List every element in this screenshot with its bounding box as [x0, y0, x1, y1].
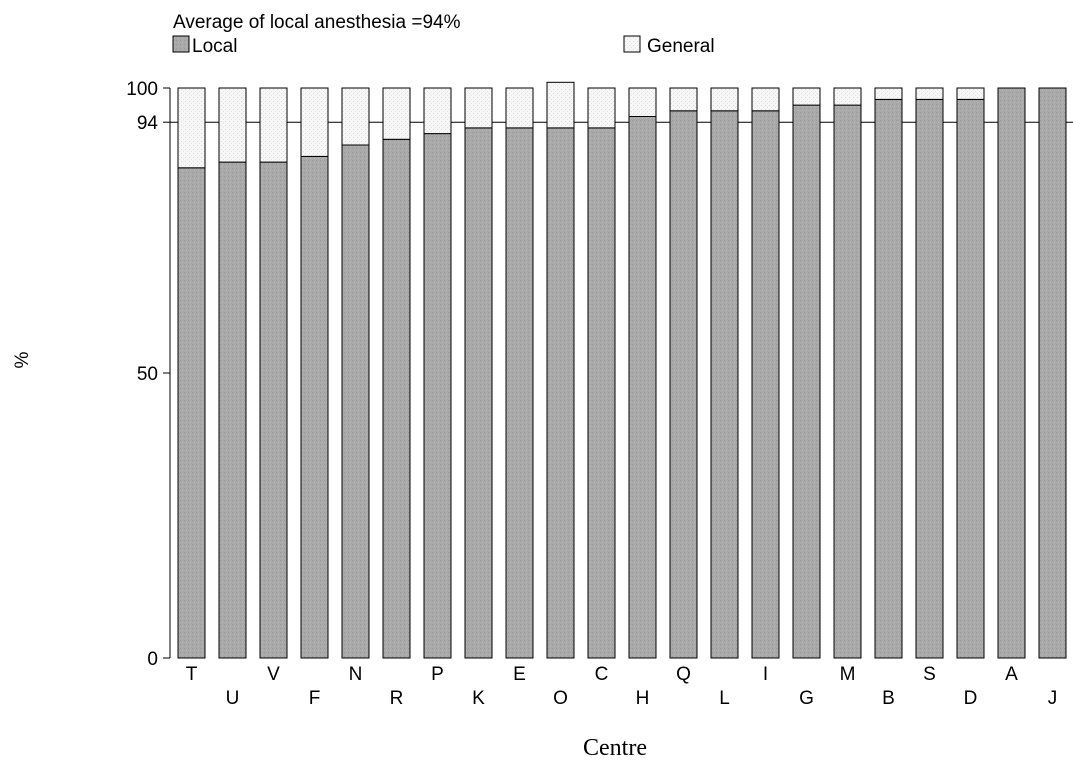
- bar-local-Q: [669, 110, 698, 659]
- bar-local-E: [505, 127, 534, 659]
- bar-local-F: [300, 155, 329, 659]
- bar-general-O: [546, 81, 575, 129]
- bar-general-C: [587, 87, 616, 129]
- bar-general-S: [915, 87, 944, 100]
- bar-general-P: [423, 87, 452, 135]
- bar-local-J: [1038, 87, 1067, 659]
- bar-local-P: [423, 133, 452, 659]
- bar-general-U: [218, 87, 247, 163]
- x-tick-label-U: U: [226, 688, 240, 709]
- x-tick-label-H: H: [636, 688, 650, 709]
- legend-label-local: Local: [192, 36, 237, 57]
- y-tick-label: 0: [147, 649, 158, 670]
- x-tick-label-K: K: [472, 688, 485, 709]
- legend-label-general: General: [647, 36, 715, 57]
- bar-general-B: [874, 87, 903, 100]
- bar-local-M: [833, 104, 862, 659]
- bar-general-K: [464, 87, 493, 129]
- bar-local-U: [218, 161, 247, 659]
- legend: Local General: [172, 35, 715, 57]
- bar-local-V: [259, 161, 288, 659]
- y-tick-label: 100: [126, 79, 158, 100]
- x-tick-label-Q: Q: [676, 664, 691, 685]
- bar-general-T: [177, 87, 206, 169]
- bar-general-G: [792, 87, 821, 106]
- bar-local-D: [956, 98, 985, 659]
- x-tick-label-I: I: [763, 664, 768, 685]
- x-tick-label-D: D: [964, 688, 978, 709]
- x-tick-label-G: G: [799, 688, 814, 709]
- x-tick-label-B: B: [882, 688, 895, 709]
- bar-general-D: [956, 87, 985, 100]
- bar-local-A: [997, 87, 1026, 659]
- x-tick-label-A: A: [1005, 664, 1018, 685]
- bar-general-F: [300, 87, 329, 157]
- legend-swatch-local: [172, 35, 190, 53]
- bar-general-L: [710, 87, 739, 112]
- bar-general-Q: [669, 87, 698, 112]
- bar-local-G: [792, 104, 821, 659]
- legend-swatch-general: [623, 35, 641, 53]
- bar-local-H: [628, 116, 657, 659]
- bar-local-O: [546, 127, 575, 659]
- bar-general-H: [628, 87, 657, 117]
- bar-local-L: [710, 110, 739, 659]
- bar-general-V: [259, 87, 288, 163]
- x-axis-label: Centre: [583, 735, 647, 761]
- x-tick-label-M: M: [840, 664, 856, 685]
- bar-local-I: [751, 110, 780, 659]
- bar-general-N: [341, 87, 370, 146]
- x-tick-label-O: O: [553, 688, 568, 709]
- x-tick-label-V: V: [267, 664, 280, 685]
- y-tick-label: 94: [137, 113, 159, 134]
- y-axis-label: %: [12, 351, 33, 368]
- bar-local-B: [874, 98, 903, 659]
- bar-general-I: [751, 87, 780, 112]
- bar-general-E: [505, 87, 534, 129]
- x-tick-label-L: L: [719, 688, 730, 709]
- x-tick-label-E: E: [513, 664, 526, 685]
- bar-general-R: [382, 87, 411, 140]
- x-tick-label-N: N: [349, 664, 363, 685]
- x-tick-label-J: J: [1048, 688, 1058, 709]
- bar-local-T: [177, 167, 206, 659]
- bar-local-N: [341, 144, 370, 659]
- x-tick-label-C: C: [595, 664, 609, 685]
- bar-local-K: [464, 127, 493, 659]
- x-tick-label-F: F: [309, 688, 321, 709]
- x-tick-label-S: S: [923, 664, 936, 685]
- bar-local-C: [587, 127, 616, 659]
- y-tick-label: 50: [137, 364, 158, 385]
- x-tick-label-P: P: [431, 664, 444, 685]
- bar-general-M: [833, 87, 862, 106]
- bar-local-S: [915, 98, 944, 659]
- x-tick-label-R: R: [390, 688, 404, 709]
- bar-local-R: [382, 138, 411, 659]
- x-tick-label-T: T: [186, 664, 198, 685]
- chart-title: Average of local anesthesia =94%: [173, 12, 461, 33]
